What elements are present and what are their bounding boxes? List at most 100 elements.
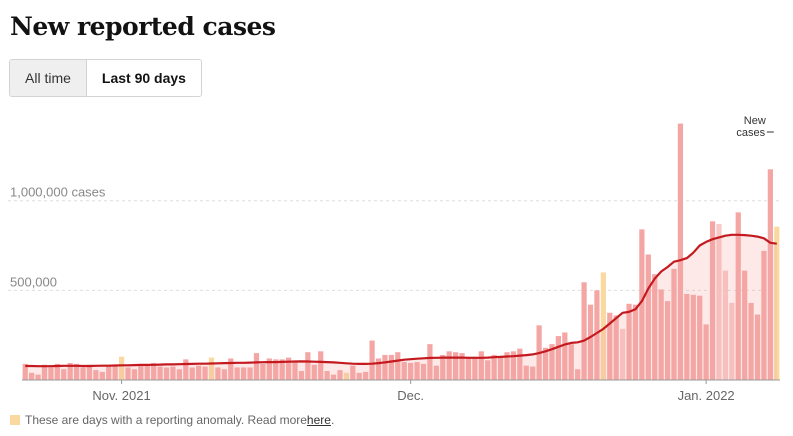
bar bbox=[305, 352, 311, 380]
bar bbox=[742, 270, 748, 380]
bar bbox=[452, 352, 459, 380]
bar bbox=[485, 360, 491, 380]
bar bbox=[260, 363, 266, 380]
bar bbox=[542, 347, 549, 380]
bar bbox=[350, 365, 356, 380]
bar bbox=[382, 354, 388, 380]
all-time-button[interactable]: All time bbox=[10, 60, 87, 96]
bar bbox=[170, 366, 176, 380]
bar bbox=[774, 226, 780, 380]
bar bbox=[639, 229, 645, 380]
bar bbox=[472, 356, 478, 380]
bar bbox=[202, 366, 208, 380]
bar bbox=[709, 221, 716, 380]
bars bbox=[22, 123, 780, 380]
bar bbox=[581, 282, 587, 380]
bar bbox=[67, 362, 73, 380]
bar bbox=[729, 302, 735, 380]
bar bbox=[433, 365, 439, 380]
bar bbox=[363, 371, 369, 380]
annotation-line1: New bbox=[744, 115, 766, 127]
bar bbox=[690, 294, 696, 380]
bar bbox=[658, 289, 664, 380]
bar bbox=[664, 301, 671, 380]
time-range-toggle: All time Last 90 days bbox=[9, 59, 202, 97]
bar bbox=[118, 356, 125, 380]
footnote-period: . bbox=[330, 413, 335, 427]
bar bbox=[228, 358, 234, 380]
bar bbox=[530, 366, 536, 380]
bar bbox=[324, 371, 330, 380]
bar bbox=[253, 353, 260, 380]
bar bbox=[510, 351, 517, 380]
footnote-link[interactable]: here bbox=[306, 413, 331, 427]
bar bbox=[697, 295, 703, 380]
bar bbox=[266, 358, 272, 380]
bar bbox=[568, 344, 574, 380]
bar bbox=[465, 356, 472, 380]
bar bbox=[73, 363, 80, 380]
bar bbox=[106, 365, 112, 380]
bar bbox=[761, 250, 767, 380]
bar bbox=[151, 362, 157, 380]
bar bbox=[684, 293, 690, 380]
bar bbox=[215, 367, 221, 380]
bar bbox=[555, 336, 561, 380]
bar bbox=[29, 372, 35, 380]
bar bbox=[298, 371, 305, 380]
bar bbox=[459, 353, 465, 380]
bar bbox=[234, 367, 240, 380]
footnote-text: These are days with a reporting anomaly.… bbox=[25, 413, 307, 427]
bar bbox=[478, 351, 484, 380]
bar bbox=[504, 352, 510, 380]
bar bbox=[273, 359, 279, 380]
bar bbox=[176, 369, 182, 380]
bar bbox=[157, 366, 163, 380]
grid-lines bbox=[8, 200, 780, 291]
bar bbox=[163, 367, 170, 380]
bar bbox=[22, 363, 28, 380]
bar bbox=[427, 344, 433, 380]
bar bbox=[183, 359, 189, 380]
bar bbox=[99, 371, 105, 380]
bar bbox=[613, 315, 619, 380]
bar bbox=[41, 364, 48, 380]
bar bbox=[703, 324, 709, 380]
bar bbox=[112, 366, 118, 380]
axes: 500,000 1,000,000 cases Nov. 2021 Dec. Jan. … bbox=[10, 115, 780, 403]
bar bbox=[626, 303, 632, 380]
bar bbox=[311, 364, 317, 380]
bar bbox=[138, 364, 144, 380]
bar bbox=[330, 374, 337, 380]
anomaly-swatch bbox=[10, 415, 20, 425]
bar bbox=[375, 358, 382, 380]
bar bbox=[767, 169, 773, 380]
bar bbox=[369, 340, 375, 380]
bar bbox=[575, 369, 581, 380]
bar bbox=[754, 314, 761, 380]
bar bbox=[247, 367, 253, 380]
bar bbox=[491, 354, 497, 380]
bar bbox=[716, 224, 722, 380]
bar bbox=[292, 362, 298, 380]
bar bbox=[61, 369, 67, 380]
bar bbox=[677, 123, 684, 380]
bar bbox=[600, 272, 606, 380]
bar bbox=[652, 274, 658, 380]
bar bbox=[446, 351, 452, 380]
page-title: New reported cases bbox=[10, 12, 276, 41]
bar bbox=[632, 304, 639, 380]
bar bbox=[748, 302, 754, 380]
bar bbox=[562, 332, 568, 380]
bar bbox=[54, 363, 60, 380]
bar bbox=[318, 351, 324, 380]
y-tick-label: 500,000 bbox=[10, 274, 57, 289]
bar bbox=[523, 365, 529, 380]
bar bbox=[497, 356, 504, 380]
moving-average-area bbox=[25, 234, 777, 380]
bar bbox=[80, 367, 86, 380]
bar bbox=[48, 367, 54, 380]
last-90-days-button[interactable]: Last 90 days bbox=[86, 60, 201, 96]
bar bbox=[671, 268, 677, 380]
